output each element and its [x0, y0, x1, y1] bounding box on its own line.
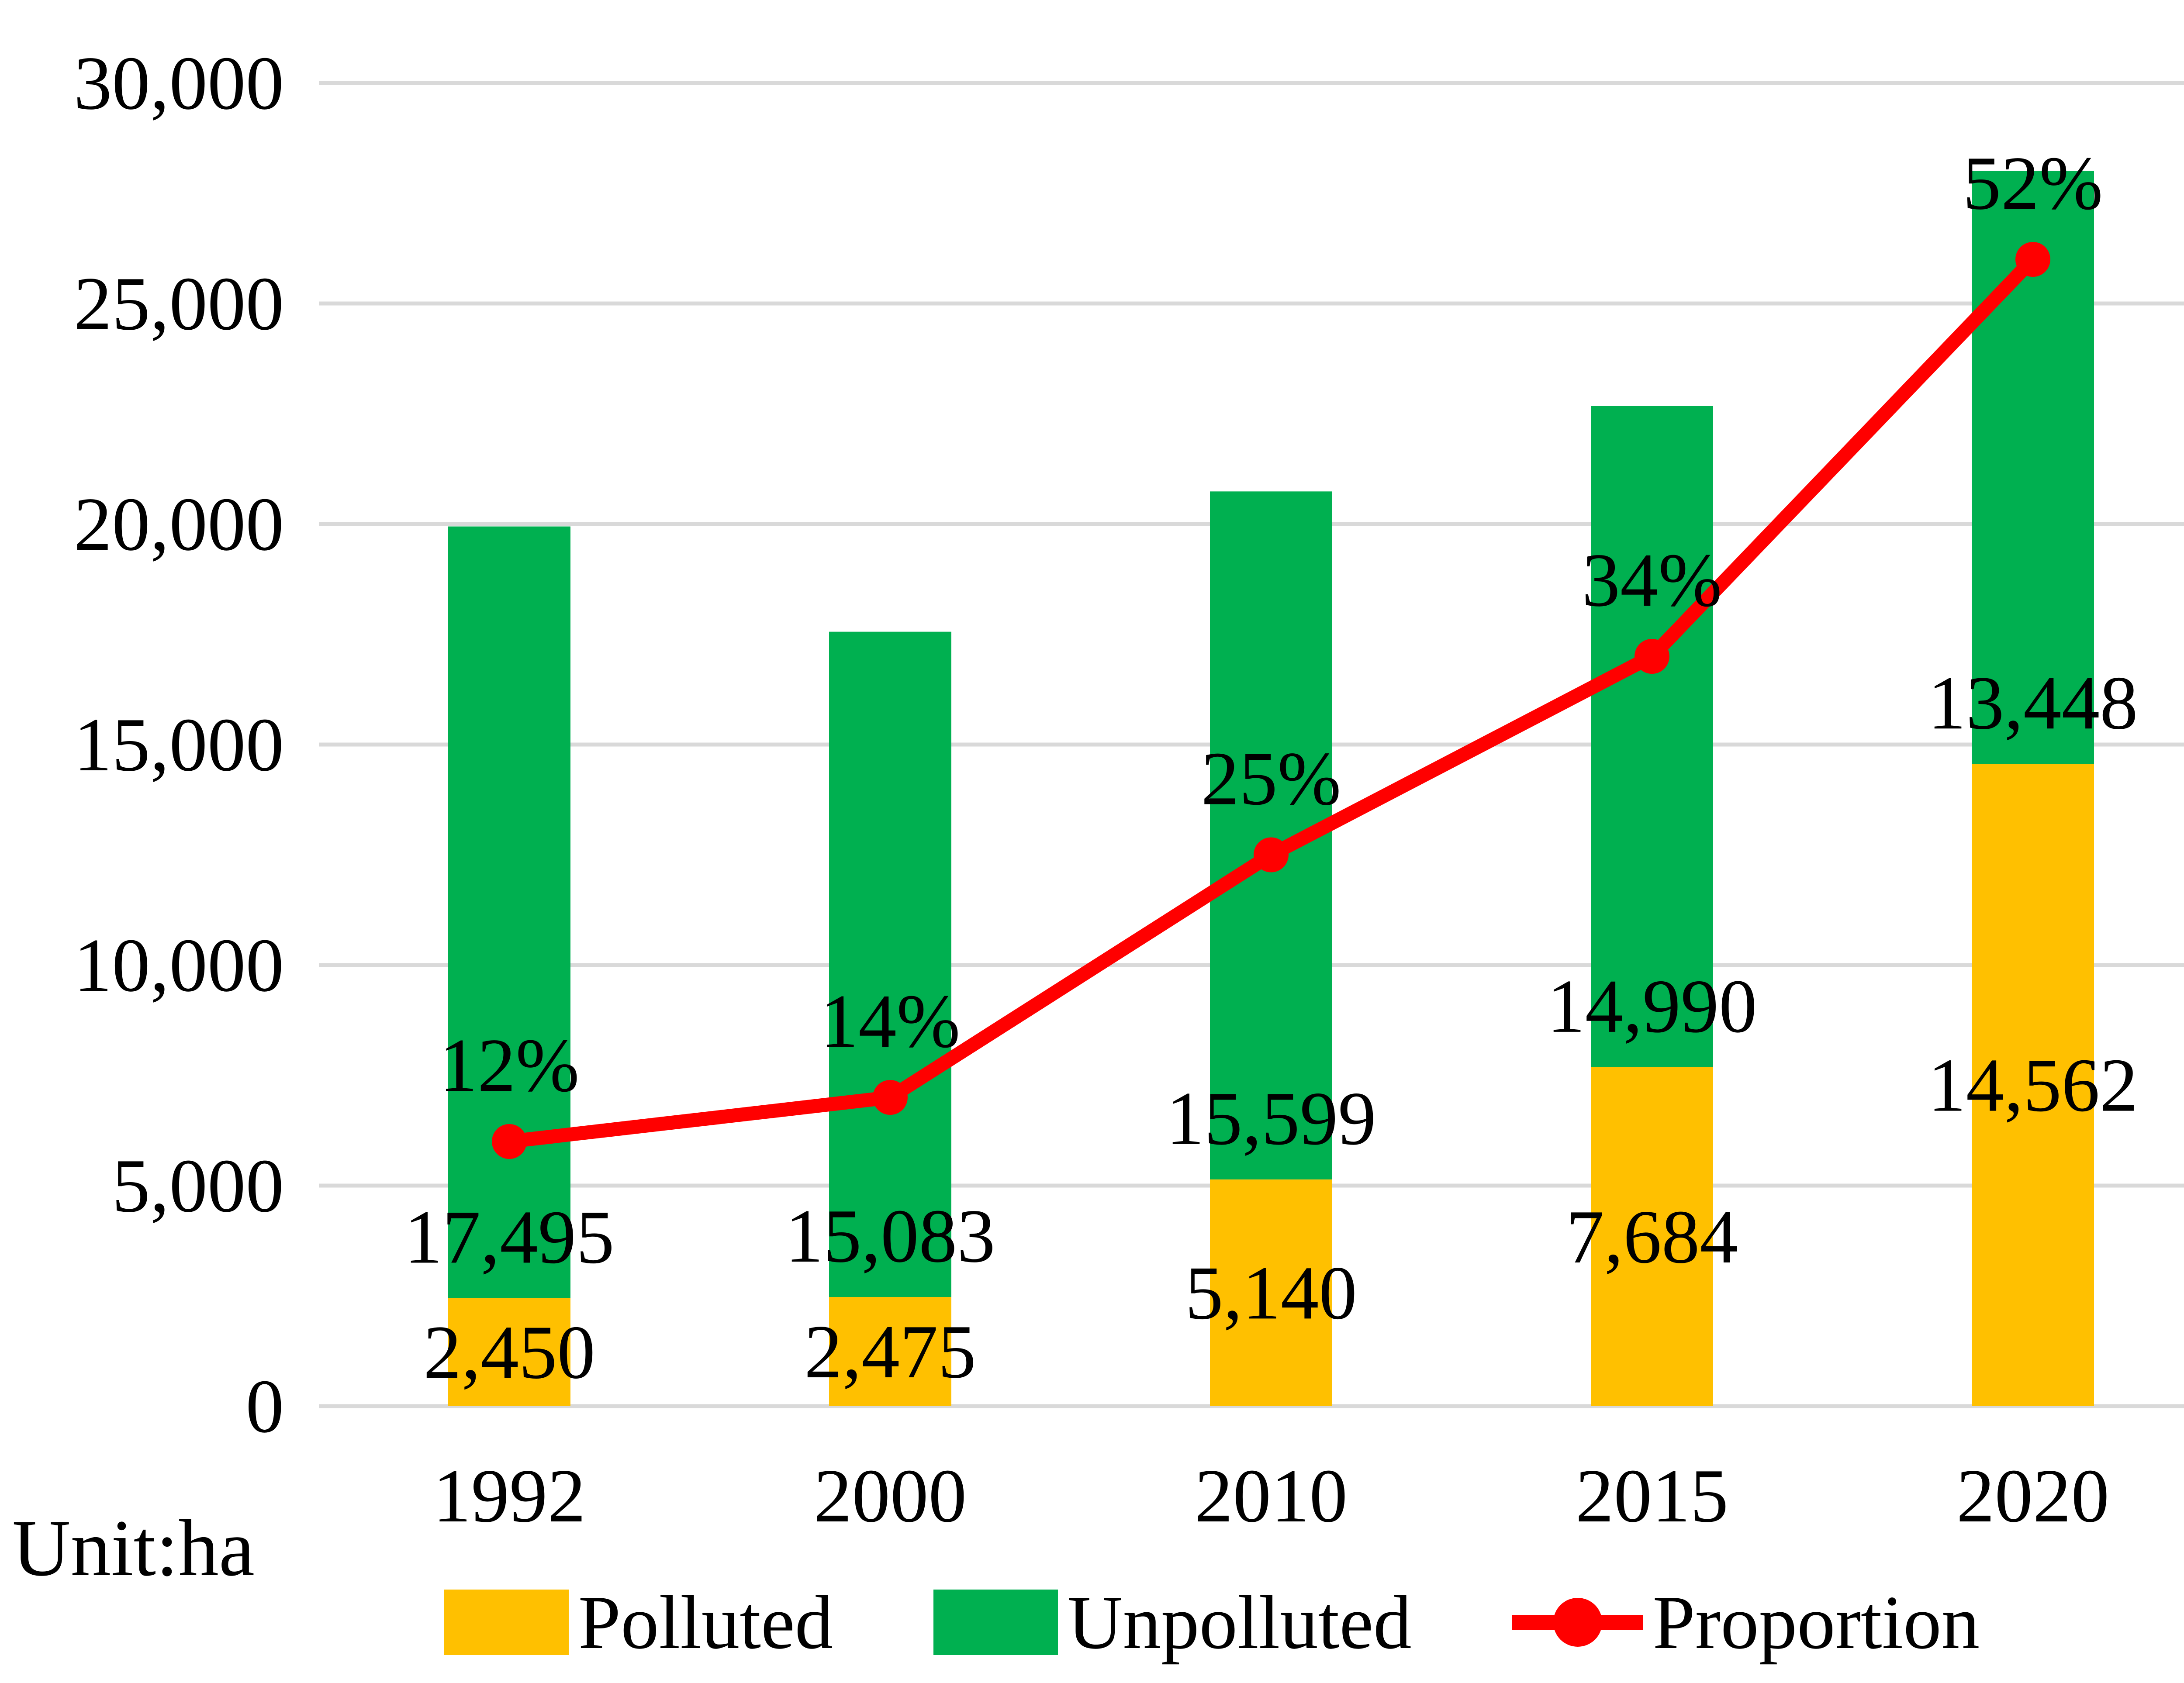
x-axis-label-1992: 1992 [433, 1453, 586, 1538]
x-axis-label-2010: 2010 [1195, 1453, 1348, 1538]
legend-swatch-unpolluted [933, 1590, 1058, 1655]
data-label-unpolluted-1992: 17,495 [404, 1195, 614, 1279]
left-axis-tick: 30,000 [74, 41, 284, 125]
bar-segment-unpolluted-1992 [448, 526, 570, 1298]
data-label-proportion-2015: 34% [1582, 538, 1722, 622]
bar-segment-polluted-2020 [1972, 764, 2094, 1406]
data-label-proportion-2020: 52% [1963, 141, 2103, 225]
data-label-unpolluted-2015: 14,990 [1547, 964, 1757, 1048]
legend-item-proportion: Proportion [1512, 1579, 1980, 1666]
left-axis-tick: 20,000 [74, 482, 284, 566]
left-axis-tick: 5,000 [112, 1143, 284, 1228]
left-axis-tick: 15,000 [74, 702, 284, 787]
data-label-unpolluted-2000: 15,083 [785, 1193, 995, 1278]
bar-segment-polluted-2015 [1591, 1067, 1713, 1406]
x-axis-label-2015: 2015 [1576, 1453, 1728, 1538]
unit-label: Unit:ha [12, 1504, 255, 1593]
legend-label-polluted: Polluted [578, 1580, 833, 1665]
data-label-polluted-2020: 14,562 [1928, 1043, 2138, 1128]
data-label-proportion-2010: 25% [1201, 736, 1341, 821]
bar-segment-unpolluted-2015 [1591, 406, 1713, 1067]
proportion-marker-2000 [873, 1080, 908, 1115]
legend-item-unpolluted: Unpolluted [933, 1579, 1412, 1666]
legend-label-unpolluted: Unpolluted [1068, 1580, 1412, 1665]
bar-segment-polluted-2010 [1210, 1179, 1332, 1406]
bar-segment-polluted-2000 [829, 1297, 951, 1406]
legend-swatch-polluted [444, 1590, 569, 1655]
x-axis-label-2000: 2000 [814, 1453, 967, 1538]
proportion-marker-2020 [2015, 242, 2050, 277]
data-label-polluted-2015: 7,684 [1566, 1194, 1738, 1279]
data-label-unpolluted-2010: 15,599 [1166, 1076, 1376, 1161]
legend-label-proportion: Proportion [1652, 1580, 1980, 1665]
data-label-unpolluted-2020: 13,448 [1928, 660, 2138, 745]
proportion-marker-2015 [1635, 639, 1669, 674]
bar-segment-unpolluted-2000 [829, 631, 951, 1297]
left-axis-tick: 0 [246, 1364, 284, 1448]
data-label-polluted-2000: 2,475 [804, 1309, 976, 1394]
left-axis-tick: 25,000 [74, 261, 284, 346]
proportion-marker-1992 [492, 1124, 527, 1159]
data-label-polluted-1992: 2,450 [423, 1310, 595, 1394]
legend-marker-proportion [1512, 1590, 1643, 1655]
x-axis-label-2020: 2020 [1956, 1453, 2109, 1538]
data-label-proportion-1992: 12% [439, 1023, 580, 1107]
data-label-proportion-2000: 14% [820, 979, 961, 1063]
legend-dot-icon [1553, 1598, 1602, 1647]
data-label-polluted-2010: 5,140 [1185, 1250, 1357, 1335]
legend-item-polluted: Polluted [444, 1579, 833, 1666]
proportion-marker-2010 [1254, 837, 1289, 873]
left-axis-tick: 10,000 [74, 923, 284, 1007]
bar-segment-polluted-1992 [448, 1298, 570, 1406]
legend: Polluted Unpolluted Proportion [0, 1568, 2184, 1677]
